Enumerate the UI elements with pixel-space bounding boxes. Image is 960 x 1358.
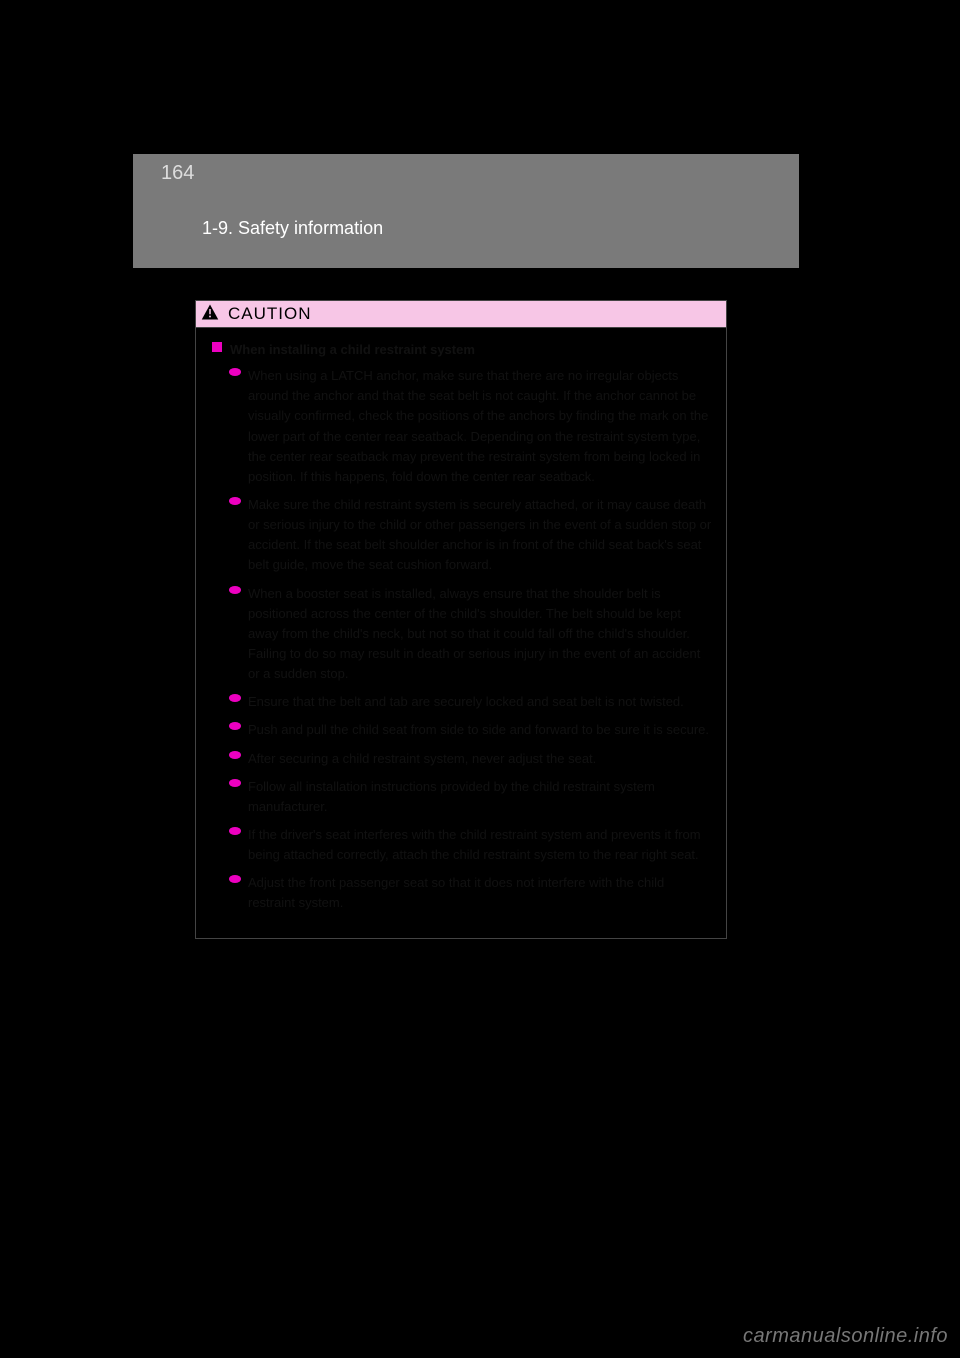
caution-bullet: If the driver's seat interferes with the… bbox=[228, 825, 712, 865]
caution-bullet: After securing a child restraint system,… bbox=[228, 749, 712, 769]
caution-topic-title: When installing a child restraint system bbox=[230, 340, 475, 360]
caution-bullet: Adjust the front passenger seat so that … bbox=[228, 873, 712, 913]
section-title: 1-9. Safety information bbox=[202, 218, 383, 239]
caution-label: CAUTION bbox=[228, 304, 312, 324]
caution-bullet-text: Adjust the front passenger seat so that … bbox=[248, 873, 712, 913]
caution-bullet: Follow all installation instructions pro… bbox=[228, 777, 712, 817]
caution-bullet: When a booster seat is installed, always… bbox=[228, 584, 712, 685]
caution-bullet-text: When using a LATCH anchor, make sure tha… bbox=[248, 366, 712, 487]
oval-bullet-icon bbox=[228, 495, 242, 576]
oval-bullet-icon bbox=[228, 692, 242, 712]
page-header: 164 1-9. Safety information bbox=[133, 154, 799, 268]
oval-bullet-icon bbox=[228, 584, 242, 685]
caution-body: When installing a child restraint system… bbox=[195, 328, 727, 939]
oval-bullet-icon bbox=[228, 749, 242, 769]
caution-bullet-text: If the driver's seat interferes with the… bbox=[248, 825, 712, 865]
caution-bullet-text: After securing a child restraint system,… bbox=[248, 749, 712, 769]
oval-bullet-icon bbox=[228, 366, 242, 487]
square-bullet-icon bbox=[210, 340, 224, 360]
oval-bullet-icon bbox=[228, 873, 242, 913]
page-number: 164 bbox=[161, 162, 194, 185]
caution-bullet-text: Make sure the child restraint system is … bbox=[248, 495, 712, 576]
caution-bullet-text: Ensure that the belt and tab are securel… bbox=[248, 692, 712, 712]
caution-bullet-text: Follow all installation instructions pro… bbox=[248, 777, 712, 817]
watermark: carmanualsonline.info bbox=[743, 1325, 948, 1348]
caution-bullet: When using a LATCH anchor, make sure tha… bbox=[228, 366, 712, 487]
oval-bullet-icon bbox=[228, 720, 242, 740]
caution-topic: When installing a child restraint system bbox=[210, 340, 712, 360]
caution-box: CAUTION When installing a child restrain… bbox=[195, 300, 727, 939]
oval-bullet-icon bbox=[228, 777, 242, 817]
caution-header: CAUTION bbox=[195, 300, 727, 328]
caution-bullet-text: When a booster seat is installed, always… bbox=[248, 584, 712, 685]
caution-bullet: Ensure that the belt and tab are securel… bbox=[228, 692, 712, 712]
oval-bullet-icon bbox=[228, 825, 242, 865]
manual-page: 164 1-9. Safety information CAUTION When… bbox=[0, 0, 960, 1358]
caution-bullet: Make sure the child restraint system is … bbox=[228, 495, 712, 576]
caution-bullet: Push and pull the child seat from side t… bbox=[228, 720, 712, 740]
caution-bullet-text: Push and pull the child seat from side t… bbox=[248, 720, 712, 740]
warning-triangle-icon bbox=[200, 303, 228, 326]
